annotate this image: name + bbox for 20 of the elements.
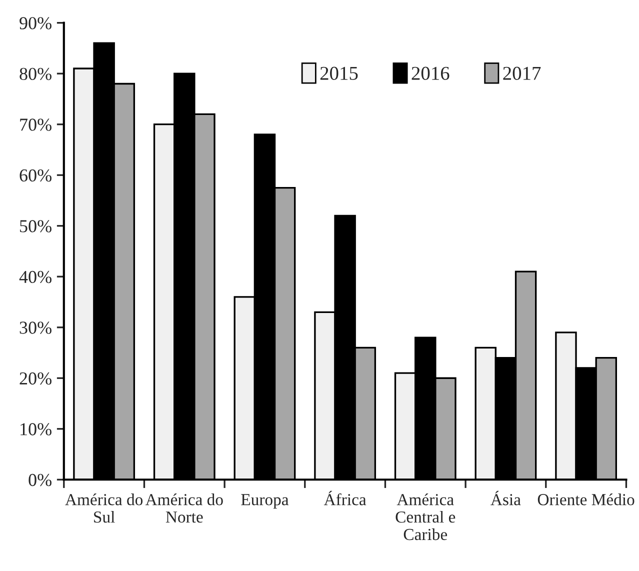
x-tick-label: América do Sul bbox=[65, 494, 143, 523]
y-tick-label: 10% bbox=[20, 423, 52, 436]
y-tick-label: 20% bbox=[20, 372, 52, 385]
x-tick-label: América Central e Caribe bbox=[396, 494, 456, 540]
y-tick-label: 90% bbox=[20, 17, 52, 30]
y-tick-label: 30% bbox=[20, 322, 52, 334]
y-tick-label: 60% bbox=[20, 169, 52, 182]
y-tick-label: 70% bbox=[20, 118, 52, 131]
x-tick-label: Ásia bbox=[490, 490, 521, 506]
legend-label: 2015 bbox=[320, 66, 358, 80]
y-tick-label: 40% bbox=[19, 270, 52, 284]
legend-label: 2017 bbox=[503, 66, 541, 80]
legend-label: 2016 bbox=[412, 66, 450, 80]
y-tick-label: 50% bbox=[20, 220, 52, 232]
y-tick-label: 0% bbox=[28, 474, 52, 486]
x-tick-label: África bbox=[324, 490, 366, 506]
x-tick-label: Oriente Médio bbox=[538, 494, 634, 506]
y-tick-label: 80% bbox=[20, 68, 52, 80]
x-tick-label: Europa bbox=[241, 494, 289, 509]
x-tick-label: América do Norte bbox=[145, 494, 223, 523]
